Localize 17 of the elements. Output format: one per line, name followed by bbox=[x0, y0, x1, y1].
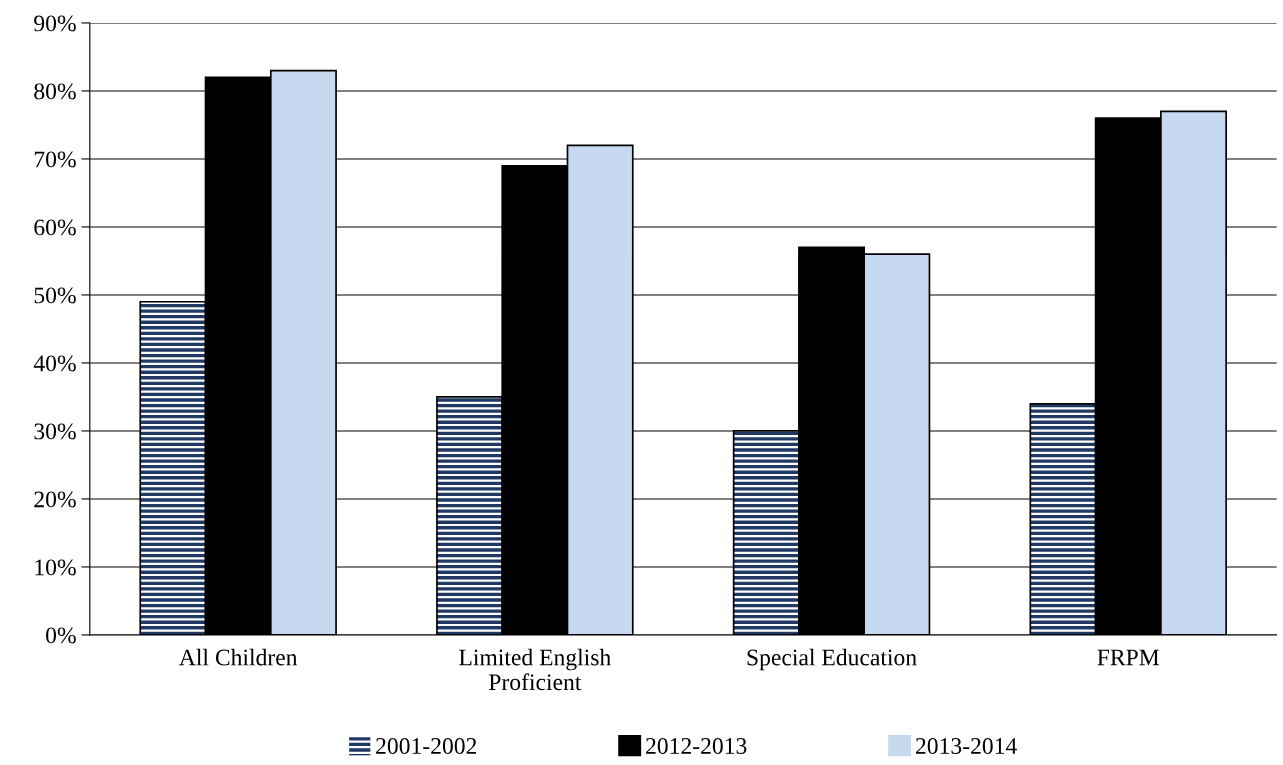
y-tick-label: 10% bbox=[35, 559, 76, 576]
x-tick-label: FRPM bbox=[1097, 649, 1160, 666]
legend-label: 2001-2002 bbox=[376, 738, 477, 754]
y-tick-label: 60% bbox=[34, 219, 76, 236]
y-tick-label: 0% bbox=[46, 627, 76, 644]
x-tick-label: All Children bbox=[179, 648, 298, 666]
legend-label: 2012-2013 bbox=[646, 738, 747, 754]
y-tick-label: 90% bbox=[34, 15, 76, 32]
x-tick-label: Limited English Proficient bbox=[459, 648, 611, 691]
y-tick-label: 30% bbox=[34, 423, 76, 440]
y-tick-label: 50% bbox=[34, 287, 76, 304]
x-tick-label: Special Education bbox=[747, 648, 917, 671]
y-tick-label: 40% bbox=[33, 355, 76, 372]
legend-label: 2013-2014 bbox=[916, 738, 1017, 754]
y-tick-label: 20% bbox=[34, 491, 76, 508]
y-tick-label: 70% bbox=[34, 151, 76, 168]
y-tick-label: 80% bbox=[34, 83, 76, 100]
